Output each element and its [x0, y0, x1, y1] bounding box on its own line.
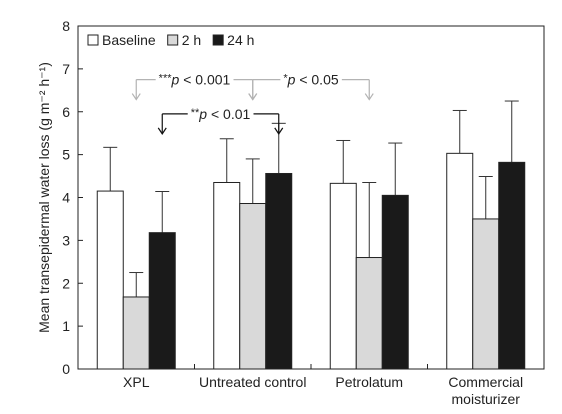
bar — [498, 161, 526, 370]
significance-p: p — [171, 72, 180, 88]
significance-stars: ** — [191, 107, 200, 119]
x-tick-label-line: Petrolatum — [335, 374, 403, 390]
legend-item: 2 h — [167, 32, 201, 48]
legend-swatch — [167, 34, 179, 46]
legend-swatch — [212, 34, 224, 46]
bar — [122, 296, 150, 370]
arrowhead — [131, 93, 141, 101]
bar — [239, 203, 267, 370]
legend: Baseline 2 h 24 h — [87, 32, 254, 48]
legend-label: Baseline — [102, 32, 156, 48]
x-tick-label-line: Commercial — [448, 374, 523, 390]
y-tick-label: 2 — [62, 275, 70, 291]
bar — [96, 190, 124, 370]
x-tick-label-line: moisturizer — [452, 391, 521, 407]
significance-value: < 0.001 — [179, 72, 230, 88]
significance-p: p — [287, 72, 296, 88]
arrowhead — [274, 127, 284, 135]
bar — [446, 152, 474, 370]
significance-label: *p < 0.05 — [283, 72, 338, 88]
x-tick-label: Petrolatum — [335, 374, 403, 390]
legend-item: Baseline — [87, 32, 156, 48]
significance-label-bg — [155, 71, 234, 88]
significance-stars: *** — [159, 73, 173, 85]
bar — [265, 172, 293, 370]
significance-label: ***p < 0.001 — [159, 72, 231, 88]
legend-label: 2 h — [182, 32, 201, 48]
legend-label: 24 h — [227, 32, 254, 48]
bar — [355, 257, 383, 370]
x-tick-label-line: Untreated control — [199, 374, 306, 390]
significance-stars: * — [283, 73, 288, 85]
bar — [472, 218, 500, 370]
arrowhead — [157, 127, 167, 135]
bar — [381, 194, 409, 370]
y-tick-label: 4 — [62, 190, 70, 206]
significance-annotations: ***p < 0.001 *p < 0.05**p < 0.01 — [131, 71, 374, 135]
x-tick-label: Commercial moisturizer — [448, 374, 523, 407]
x-tick-label: XPL — [123, 374, 150, 390]
y-tick-label: 3 — [62, 232, 70, 248]
significance-label-bg — [187, 105, 254, 122]
y-tick-label: 8 — [62, 18, 70, 34]
significance-value: < 0.01 — [207, 106, 250, 122]
x-tick-label-line: XPL — [123, 374, 150, 390]
y-tick-label: 0 — [62, 361, 70, 377]
y-tick-label: 7 — [62, 61, 70, 77]
significance-p: p — [198, 106, 207, 122]
legend-item: 24 h — [212, 32, 254, 48]
arrowhead — [248, 93, 258, 101]
significance-label: **p < 0.01 — [191, 106, 251, 122]
y-tick-label: 1 — [62, 318, 70, 334]
y-tick-label: 6 — [62, 104, 70, 120]
significance-bracket: ***p < 0.001 — [131, 71, 258, 101]
y-axis: 0 1 2 3 4 5 6 7 8 — [62, 18, 83, 377]
bar — [213, 181, 241, 370]
significance-bracket: **p < 0.01 — [157, 105, 284, 135]
x-axis: XPL Untreated control Petrolatum Commercial… — [123, 364, 523, 407]
significance-label-bg — [280, 71, 342, 88]
bar — [148, 232, 176, 370]
x-tick-label: Untreated control — [199, 374, 306, 390]
y-axis-label: Mean transepidermal water loss (g m⁻² h⁻… — [36, 62, 52, 333]
significance-value: < 0.05 — [295, 72, 338, 88]
bar — [329, 182, 357, 370]
legend-swatch — [87, 34, 99, 46]
y-tick-label: 5 — [62, 147, 70, 163]
error-bars-group — [103, 100, 519, 297]
bars-group — [96, 152, 526, 370]
significance-bracket: *p < 0.05 — [248, 71, 374, 101]
arrowhead — [364, 93, 374, 101]
